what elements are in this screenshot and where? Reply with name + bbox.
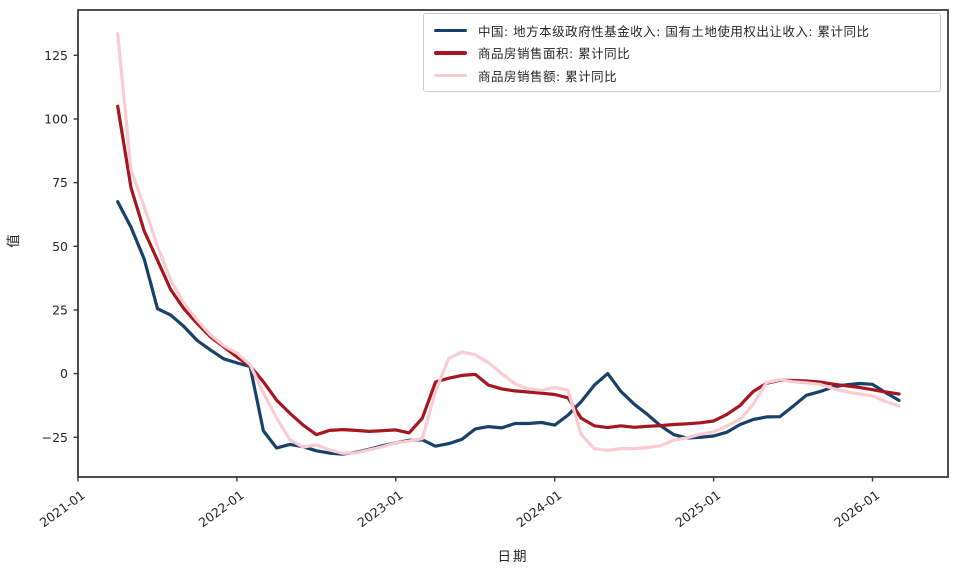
axes-frame — [77, 9, 949, 478]
legend-item: 中国: 地方本级政府性基金收入: 国有土地使用权出让收入: 累计同比 — [434, 21, 930, 40]
x-tick-label: 2025-01 — [672, 487, 723, 530]
y-axis-title: 值 — [5, 232, 22, 248]
legend-label: 商品房销售面积: 累计同比 — [478, 46, 631, 62]
y-tick-label: 100 — [44, 111, 68, 126]
land-revenue-line — [116, 200, 901, 456]
legend-label: 中国: 地方本级政府性基金收入: 国有土地使用权出让收入: 累计同比 — [478, 23, 870, 39]
legend-label: 商品房销售额: 累计同比 — [478, 69, 618, 85]
y-tick-label: 25 — [52, 302, 68, 317]
y-tick-label: 125 — [44, 48, 68, 63]
y-tick-label: 0 — [60, 366, 68, 381]
y-tick-label: −25 — [42, 430, 68, 445]
x-tick-label: 2022-01 — [196, 487, 247, 530]
x-axis-title: 日期 — [497, 549, 529, 565]
y-tick-label: 50 — [52, 239, 68, 254]
x-tick-label: 2021-01 — [37, 487, 88, 530]
y-tick-label: 75 — [52, 175, 68, 190]
x-tick-label: 2026-01 — [831, 487, 882, 530]
legend-line-swatch — [434, 51, 467, 55]
x-tick-label: 2023-01 — [354, 487, 405, 530]
sales-value-line — [116, 32, 901, 455]
legend-item: 商品房销售面积: 累计同比 — [434, 43, 930, 62]
sales-area-line — [116, 104, 901, 437]
legend: 中国: 地方本级政府性基金收入: 国有土地使用权出让收入: 累计同比 商品房销售面… — [423, 13, 941, 92]
legend-line-swatch — [434, 28, 467, 33]
legend-line-swatch — [434, 73, 467, 78]
x-tick-label: 2024-01 — [513, 487, 564, 530]
legend-item: 商品房销售额: 累计同比 — [434, 66, 930, 85]
